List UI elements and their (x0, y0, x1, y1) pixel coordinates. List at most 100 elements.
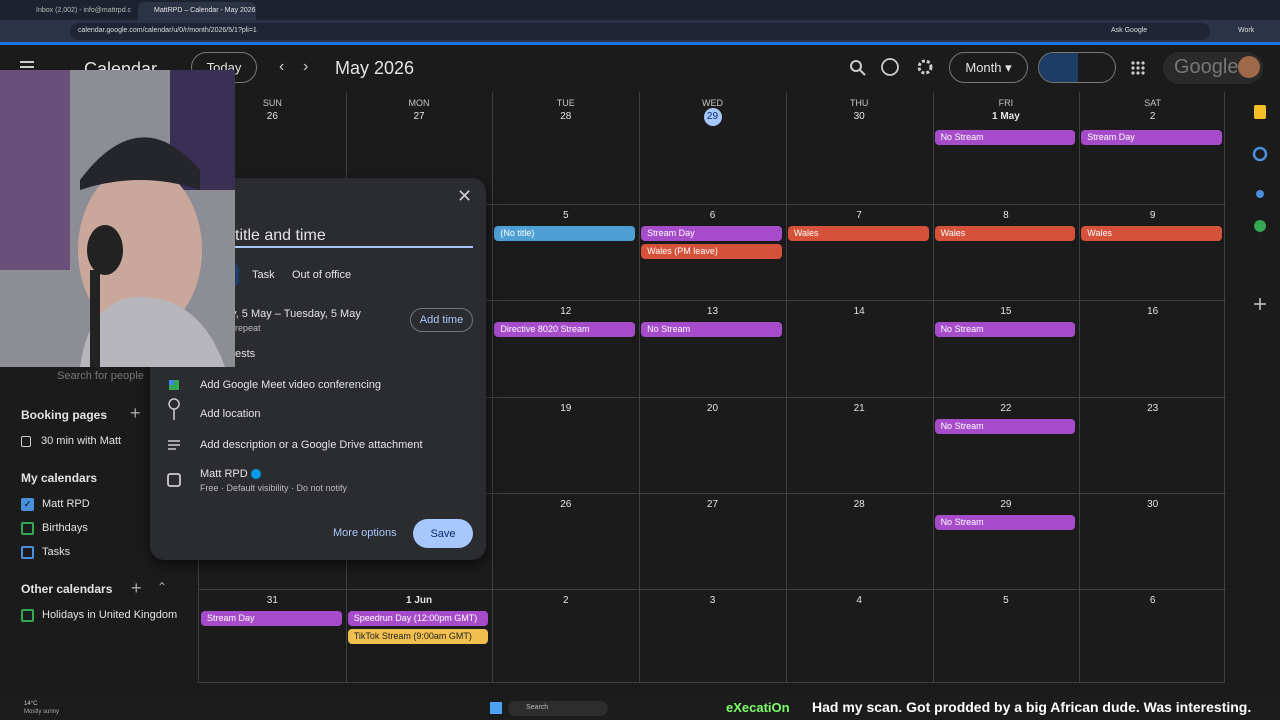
event[interactable]: Directive 8020 Stream (494, 322, 636, 337)
more-options[interactable]: More options (333, 527, 397, 539)
day-number: 19 (560, 403, 572, 414)
day-number: 20 (706, 403, 719, 414)
day-number: 15 (1000, 306, 1012, 317)
event[interactable]: Speedrun Day (12:00pm GMT) (347, 611, 489, 626)
day-number: 1 Jun (405, 595, 433, 606)
search-people[interactable]: Search for people (22, 366, 182, 386)
calendar-item[interactable]: Tasks (42, 546, 71, 558)
column-line (492, 92, 494, 683)
day-number: 6 (1149, 595, 1156, 606)
event[interactable]: Stream Day (641, 226, 782, 241)
day-number: 22 (1000, 403, 1012, 414)
day-number: 26 (266, 111, 278, 122)
day-number: 2 (1149, 111, 1156, 122)
avatar[interactable] (1238, 56, 1260, 78)
ooo-tab[interactable]: Out of office (292, 269, 352, 281)
other-calendars-heading: Other calendars (21, 582, 113, 596)
add-booking[interactable]: + (130, 403, 141, 423)
calendar-item[interactable]: Holidays in United Kingdom (42, 609, 178, 621)
side-panel[interactable] (1250, 102, 1270, 317)
day-number: 2 (562, 595, 569, 606)
event-title: (No title) (500, 228, 535, 238)
next[interactable]: › (303, 58, 309, 75)
weekday: TUE (556, 98, 575, 108)
event[interactable]: Wales (787, 226, 929, 241)
search-box[interactable]: Search (508, 701, 608, 716)
collapse[interactable]: ⌃ (157, 580, 168, 594)
day-number: 5 (562, 210, 569, 221)
event[interactable]: No Stream (934, 419, 1076, 434)
checkbox[interactable]: ✓ (21, 498, 34, 511)
month-grid: SUN MON TUE WED THU FRI SAT 26 27 28 29 30 1 May No S… (198, 92, 1226, 683)
day-number: 29 (1000, 499, 1012, 510)
event-title: Wales (793, 228, 819, 238)
task-tab[interactable]: Task (252, 269, 275, 281)
event[interactable]: (No title) (494, 226, 636, 241)
row-line (199, 589, 1226, 590)
day-number: 21 (853, 403, 865, 414)
prev[interactable]: ‹ (279, 58, 285, 75)
add-time[interactable]: Add time (410, 308, 473, 332)
save[interactable]: Save (413, 519, 473, 548)
meet[interactable]: Add Google Meet video conferencing (200, 379, 382, 391)
row-line (199, 300, 1226, 301)
event-title: Wales (940, 228, 966, 238)
title-underline (235, 246, 473, 248)
location[interactable]: Add location (200, 408, 261, 420)
apps-icon[interactable] (1130, 60, 1146, 76)
url: calendar.google.com/calendar/u/0/r/month… (78, 27, 257, 34)
tab-active[interactable]: MattRPD – Calendar - May 2026 (138, 2, 256, 20)
repeat[interactable]: repeat (235, 323, 261, 333)
calendar-item[interactable]: Birthdays (42, 522, 88, 534)
day-number: 29 (706, 111, 719, 122)
event-title: Stream Day (647, 228, 695, 238)
event[interactable]: No Stream (934, 130, 1076, 145)
temp: 14°C (24, 701, 38, 707)
omnibox[interactable] (70, 23, 1210, 40)
event[interactable]: Wales (1081, 226, 1222, 241)
description[interactable]: Add description or a Google Drive attach… (200, 439, 423, 451)
event[interactable]: TikTok Stream (9:00am GMT) (347, 629, 489, 644)
weekday: WED (701, 98, 723, 108)
calendar-item[interactable]: Matt RPD (42, 498, 90, 510)
event[interactable]: Wales (934, 226, 1076, 241)
add-other[interactable]: + (131, 578, 142, 598)
event-title: No Stream (940, 517, 984, 527)
view-button[interactable]: Month ▾ (949, 52, 1028, 83)
day-number: 26 (560, 499, 572, 510)
event[interactable]: No Stream (641, 322, 782, 337)
day-number: 23 (1147, 403, 1159, 414)
event[interactable]: No Stream (934, 322, 1076, 337)
mode-toggle[interactable] (1038, 52, 1116, 83)
day-number: 27 (413, 111, 425, 122)
close-dialog[interactable]: ✕ (457, 186, 473, 206)
guests[interactable]: ests (235, 348, 256, 360)
header-icons[interactable] (845, 55, 945, 81)
date-range[interactable]: y, 5 May – Tuesday, 5 May (231, 308, 361, 320)
event[interactable]: Wales (PM leave) (641, 244, 782, 259)
checkbox[interactable] (21, 546, 34, 559)
event[interactable]: No Stream (934, 515, 1076, 530)
weekday: THU (849, 98, 869, 108)
checkbox[interactable] (21, 609, 34, 622)
row-line (199, 204, 1226, 205)
event[interactable]: Stream Day (201, 611, 342, 626)
column-line (932, 92, 934, 683)
day-number: 5 (1003, 595, 1009, 606)
day-number: 3 (709, 595, 716, 606)
event[interactable]: Stream Day (1081, 130, 1222, 145)
search-people-text: Search for people (57, 370, 144, 382)
calendar-name[interactable]: Matt RPD (200, 468, 248, 480)
column-line (639, 92, 641, 683)
start[interactable] (490, 702, 502, 714)
booking-item[interactable]: 30 min with Matt (41, 435, 122, 447)
title-input[interactable]: title and time (235, 227, 326, 244)
taskbar (0, 697, 1280, 720)
checkbox[interactable] (21, 522, 34, 535)
profile[interactable]: Work (1238, 27, 1255, 34)
day-number: 9 (1149, 210, 1156, 221)
tab[interactable]: Inbox (2,002) - info@mattrpd.c (36, 7, 132, 14)
day-number: 7 (856, 210, 862, 221)
ask-google[interactable]: Ask Google (1111, 27, 1148, 34)
